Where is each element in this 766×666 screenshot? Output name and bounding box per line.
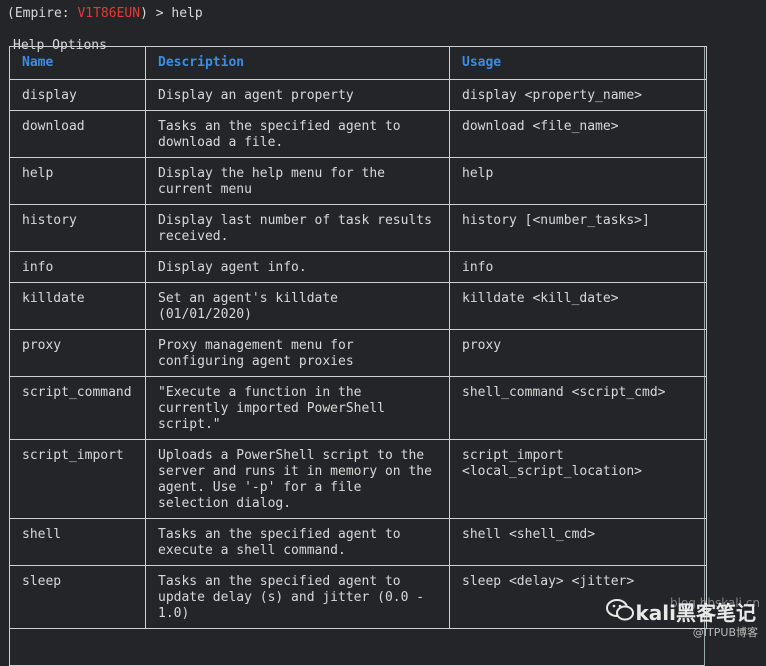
description-cell: Display last number of task results rece… xyxy=(145,204,450,252)
help-table: Name Description Usage display Display an… xyxy=(9,46,707,629)
usage-cell: history [<number_tasks>] xyxy=(449,204,707,252)
table-row: killdate Set an agent's killdate (01/01/2… xyxy=(9,282,707,330)
watermark-site: blog.bbskali.cn xyxy=(670,596,760,610)
usage-cell: shell_command <script_cmd> xyxy=(449,376,707,440)
usage-cell: shell <shell_cmd> xyxy=(449,518,707,566)
command-name-cell: shell xyxy=(9,518,146,566)
command-name-cell: script_import xyxy=(9,439,146,519)
table-row: help Display the help menu for the curren… xyxy=(9,157,707,205)
description-cell: Tasks an the specified agent to execute … xyxy=(145,518,450,566)
usage-cell: proxy xyxy=(449,329,707,377)
command-name-cell: download xyxy=(9,110,146,158)
agent-name: V1T86EUN xyxy=(77,6,141,21)
description-cell: Display the help menu for the current me… xyxy=(145,157,450,205)
command-name-cell: sleep xyxy=(9,565,146,629)
usage-cell: display <property_name> xyxy=(449,79,707,111)
usage-cell: script_import <local_script_location> xyxy=(449,439,707,519)
table-row: script_import Uploads a PowerShell script… xyxy=(9,439,707,519)
usage-cell: download <file_name> xyxy=(449,110,707,158)
watermark-main: kali黑客笔记 xyxy=(635,601,756,625)
command-name-cell: killdate xyxy=(9,282,146,330)
command-name-cell: info xyxy=(9,251,146,283)
wechat-icon xyxy=(606,599,634,621)
table-row: shell Tasks an the specified agent to exe… xyxy=(9,518,707,566)
description-cell: Uploads a PowerShell script to the serve… xyxy=(145,439,450,519)
column-header-description: Description xyxy=(145,46,450,80)
usage-cell: info xyxy=(449,251,707,283)
description-cell: Display an agent property xyxy=(145,79,450,111)
description-cell: "Execute a function in the currently imp… xyxy=(145,376,450,440)
command-name-cell: help xyxy=(9,157,146,205)
usage-cell: killdate <kill_date> xyxy=(449,282,707,330)
table-row: history Display last number of task resul… xyxy=(9,204,707,252)
command-name-cell: history xyxy=(9,204,146,252)
usage-cell: help xyxy=(449,157,707,205)
table-row: script_command "Execute a function in the… xyxy=(9,376,707,440)
table-row: display Display an agent property display … xyxy=(9,79,707,111)
usage-cell: sleep <delay> <jitter> xyxy=(449,565,707,629)
prompt-command: ) > help xyxy=(140,6,203,21)
description-cell: Tasks an the specified agent to update d… xyxy=(145,565,450,629)
column-header-name: Name xyxy=(9,46,146,80)
table-row: sleep Tasks an the specified agent to upd… xyxy=(9,565,707,629)
prompt-prefix: (Empire: xyxy=(7,6,78,21)
header-row: Name Description Usage xyxy=(9,46,707,80)
column-header-usage: Usage xyxy=(449,46,707,80)
description-cell: Set an agent's killdate (01/01/2020) xyxy=(145,282,450,330)
description-cell: Display agent info. xyxy=(145,251,450,283)
table-row: proxy Proxy management menu for configuri… xyxy=(9,329,707,377)
description-cell: Proxy management menu for configuring ag… xyxy=(145,329,450,377)
command-name-cell: display xyxy=(9,79,146,111)
command-prompt: (Empire: V1T86EUN) > help xyxy=(7,6,203,22)
command-name-cell: script_command xyxy=(9,376,146,440)
table-row: download Tasks an the specified agent to … xyxy=(9,110,707,158)
description-cell: Tasks an the specified agent to download… xyxy=(145,110,450,158)
command-name-cell: proxy xyxy=(9,329,146,377)
watermark-sub: @ITPUB博客 xyxy=(692,626,758,639)
table-row: info Display agent info. info xyxy=(9,251,707,283)
